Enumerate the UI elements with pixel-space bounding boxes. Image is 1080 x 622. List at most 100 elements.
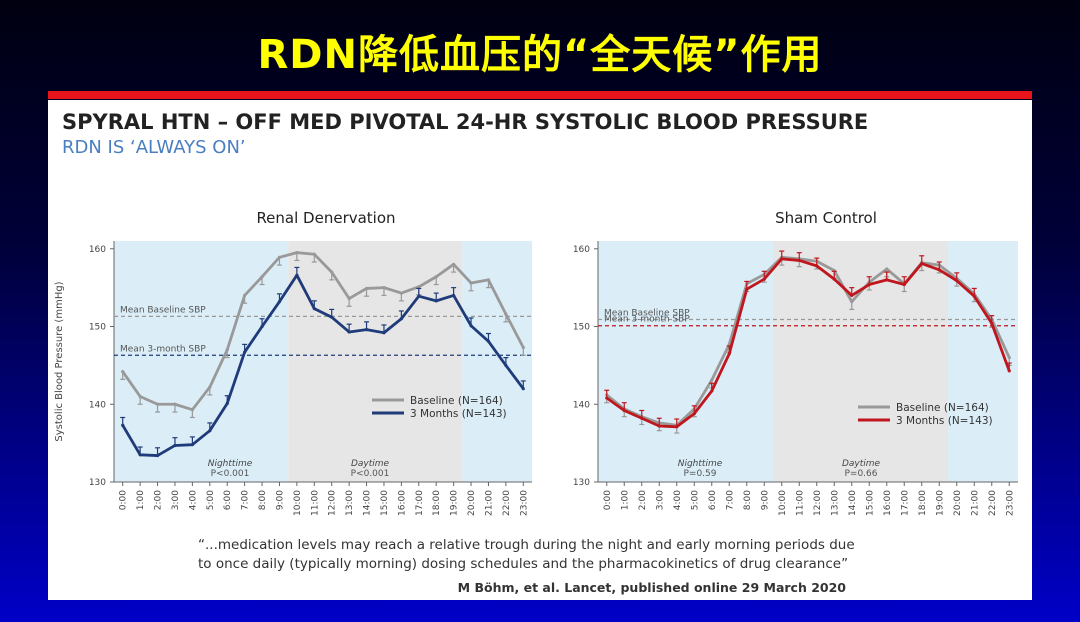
period-pvalue: P=0.66 xyxy=(844,469,877,479)
x-tick-label: 2:00 xyxy=(154,490,164,510)
data-point xyxy=(920,261,924,266)
data-point xyxy=(260,324,264,329)
x-tick-label: 21:00 xyxy=(970,490,980,516)
x-tick-label: 17:00 xyxy=(900,490,910,516)
chart-title: Sham Control xyxy=(775,209,877,227)
data-point xyxy=(885,267,889,271)
x-tick-label: 16:00 xyxy=(883,490,893,516)
data-point xyxy=(710,389,714,393)
data-point xyxy=(347,330,351,334)
reference-line-label: Mean Baseline SBP xyxy=(604,309,690,319)
data-point xyxy=(469,324,473,328)
title-underline xyxy=(48,91,1032,99)
data-point xyxy=(780,257,784,261)
period-label: Daytime xyxy=(842,459,881,469)
data-point xyxy=(155,453,160,458)
data-point xyxy=(173,402,177,406)
chart-title: Renal Denervation xyxy=(256,209,395,227)
data-point xyxy=(225,401,229,406)
x-tick-label: 16:00 xyxy=(397,490,407,516)
y-tick-label: 150 xyxy=(573,323,590,333)
data-point xyxy=(815,264,819,268)
y-tick-label: 150 xyxy=(89,323,106,333)
data-point xyxy=(521,387,525,391)
data-point xyxy=(190,443,194,447)
x-tick-label: 0:00 xyxy=(603,490,613,510)
x-tick-label: 6:00 xyxy=(708,490,718,510)
period-label: Daytime xyxy=(351,459,390,469)
data-point xyxy=(364,286,369,291)
data-point xyxy=(312,307,316,311)
data-point xyxy=(452,262,456,266)
data-point xyxy=(225,348,229,352)
legend-label: Baseline (N=164) xyxy=(896,402,989,414)
data-point xyxy=(990,321,994,326)
data-point xyxy=(1007,369,1011,373)
x-tick-label: 5:00 xyxy=(690,490,700,510)
data-point xyxy=(277,255,282,259)
data-point xyxy=(399,317,403,321)
series-line-baseline xyxy=(121,251,525,412)
data-point xyxy=(121,423,125,427)
x-tick-label: 6:00 xyxy=(223,490,233,510)
reference-line-label: Mean 3-month SBP xyxy=(120,344,206,354)
period-pvalue: P<0.001 xyxy=(211,469,250,479)
data-point xyxy=(243,350,247,354)
data-point xyxy=(469,281,473,285)
x-tick-label: 3:00 xyxy=(171,490,181,510)
x-tick-label: 2:00 xyxy=(638,490,648,510)
charts-svg: 130 140 150 160 0:00 1:00 2:00 3:00 4:00 5:00 6:00… xyxy=(54,209,1018,516)
period-pvalue: P=0.59 xyxy=(683,469,716,479)
x-tick-label: 0:00 xyxy=(119,490,129,510)
quote-line-1: “...medication levels may reach a relati… xyxy=(198,537,855,553)
data-point xyxy=(434,299,438,303)
data-point xyxy=(972,294,976,298)
x-tick-label: 3:00 xyxy=(655,490,665,510)
data-point xyxy=(382,286,386,290)
data-point xyxy=(727,342,731,346)
data-point xyxy=(797,258,801,263)
data-point xyxy=(1007,356,1011,360)
data-point xyxy=(850,293,854,298)
x-tick-label: 13:00 xyxy=(830,490,840,516)
legend-label: 3 Months (N=143) xyxy=(896,415,993,427)
data-point xyxy=(850,300,854,304)
data-point xyxy=(382,331,386,335)
x-tick-label: 23:00 xyxy=(1005,490,1015,516)
data-point xyxy=(243,293,247,298)
x-tick-label: 23:00 xyxy=(519,490,529,516)
data-point xyxy=(727,352,731,356)
data-point xyxy=(190,408,194,412)
x-tick-label: 14:00 xyxy=(363,490,373,516)
data-point xyxy=(710,378,714,382)
data-point xyxy=(605,396,609,400)
x-tick-label: 12:00 xyxy=(813,490,823,516)
y-tick-label: 130 xyxy=(89,478,106,488)
data-point xyxy=(745,287,749,291)
data-point xyxy=(295,251,299,255)
x-tick-label: 14:00 xyxy=(848,490,858,516)
data-point xyxy=(434,275,438,279)
x-tick-label: 11:00 xyxy=(310,490,320,516)
data-point xyxy=(504,312,508,316)
period-pvalue: P<0.001 xyxy=(351,469,390,479)
data-point xyxy=(640,416,644,420)
day-shade xyxy=(288,241,463,482)
x-tick-label: 10:00 xyxy=(293,490,303,516)
data-point xyxy=(138,453,142,457)
data-point xyxy=(452,293,456,298)
data-point xyxy=(295,273,299,277)
data-point xyxy=(417,285,421,289)
slide-panel: SPYRAL HTN – OFF MED PIVOTAL 24-HR SYSTO… xyxy=(48,100,1032,600)
series-line-3-months xyxy=(121,273,525,457)
period-label: Nighttime xyxy=(208,459,253,469)
x-tick-label: 22:00 xyxy=(502,490,512,516)
x-tick-label: 8:00 xyxy=(258,490,268,510)
panel-subtitle: RDN IS ‘ALWAYS ON’ xyxy=(62,137,246,158)
data-point xyxy=(347,296,351,301)
data-point xyxy=(486,278,491,282)
data-point xyxy=(364,328,369,332)
x-tick-label: 21:00 xyxy=(484,490,494,516)
data-point xyxy=(504,363,508,367)
y-tick-label: 130 xyxy=(573,478,590,488)
